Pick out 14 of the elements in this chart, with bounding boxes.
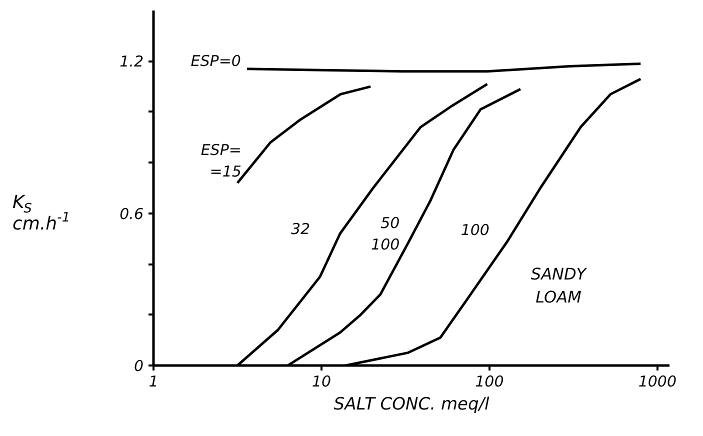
x-tick-label: 1 <box>148 372 158 390</box>
series-label: ESP= =15 <box>200 141 242 181</box>
series-label: 50 100 <box>371 214 400 254</box>
x-tick-label: 1000 <box>638 372 677 390</box>
x-tick-label: 10 <box>312 372 332 390</box>
x-tick-label: 100 <box>475 372 504 390</box>
series-label: 100 <box>460 220 490 239</box>
y-tick-label: 1.2 <box>120 52 144 71</box>
x-axis-title: SALT CONC. meq/l <box>334 394 490 414</box>
annotation: SANDY LOAM <box>530 264 588 306</box>
y-tick-label: 0 <box>134 357 144 375</box>
series-label: ESP=0 <box>190 52 241 70</box>
series-label: 32 <box>290 220 310 238</box>
y-tick-label: 0.6 <box>120 204 144 223</box>
